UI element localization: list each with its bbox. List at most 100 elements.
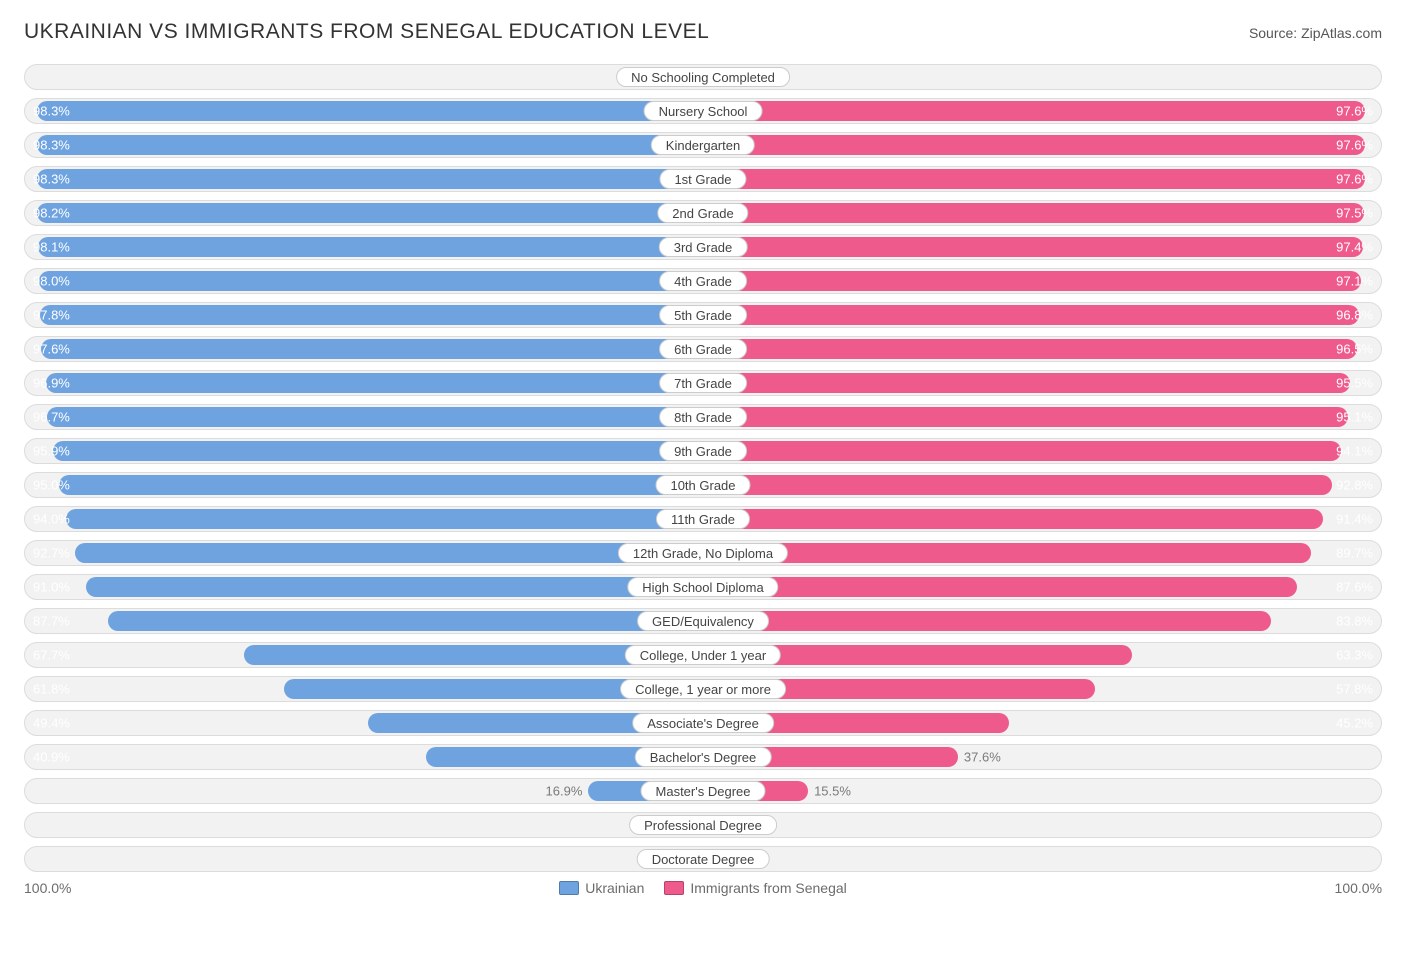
bar-right bbox=[703, 271, 1361, 291]
bar-value-left: 94.0% bbox=[33, 512, 70, 527]
bar-row: 40.9% 37.6% Bachelor's Degree bbox=[24, 744, 1382, 770]
bar-value-right: 83.8% bbox=[1336, 614, 1373, 629]
bar-value-left: 49.4% bbox=[33, 716, 70, 731]
chart-title: UKRAINIAN VS IMMIGRANTS FROM SENEGAL EDU… bbox=[24, 20, 709, 44]
bar-value-left: 98.2% bbox=[33, 206, 70, 221]
bar-row: 92.7%89.7%12th Grade, No Diploma bbox=[24, 540, 1382, 566]
bar-value-left: 87.7% bbox=[33, 614, 70, 629]
bar-value-left: 98.1% bbox=[33, 240, 70, 255]
bar-row: 49.4%45.2%Associate's Degree bbox=[24, 710, 1382, 736]
category-label: 3rd Grade bbox=[659, 237, 748, 257]
bar-row: 98.3%97.6%Kindergarten bbox=[24, 132, 1382, 158]
legend-swatch-left bbox=[559, 881, 579, 895]
legend-item-left: Ukrainian bbox=[559, 880, 644, 896]
legend-swatch-right bbox=[664, 881, 684, 895]
bar-value-right: 63.3% bbox=[1336, 648, 1373, 663]
legend-label-left: Ukrainian bbox=[585, 880, 644, 896]
source-link[interactable]: ZipAtlas.com bbox=[1301, 25, 1382, 41]
category-label: Master's Degree bbox=[641, 781, 766, 801]
bar-left bbox=[53, 441, 703, 461]
bar-value-right: 87.6% bbox=[1336, 580, 1373, 595]
bar-value-right: 95.5% bbox=[1336, 376, 1373, 391]
category-label: Kindergarten bbox=[651, 135, 755, 155]
bar-value-right: 97.5% bbox=[1336, 206, 1373, 221]
bar-row: 98.2% 97.5% 2nd Grade bbox=[24, 200, 1382, 226]
category-label: 4th Grade bbox=[659, 271, 747, 291]
category-label: 8th Grade bbox=[659, 407, 747, 427]
bar-value-left: 98.3% bbox=[33, 172, 70, 187]
bar-right bbox=[703, 407, 1348, 427]
bar-left bbox=[38, 237, 703, 257]
category-label: College, Under 1 year bbox=[625, 645, 781, 665]
bar-value-right: 91.4% bbox=[1336, 512, 1373, 527]
source-label: Source: bbox=[1249, 25, 1297, 41]
bar-left bbox=[46, 373, 703, 393]
bar-row: 98.3%97.6%Nursery School bbox=[24, 98, 1382, 124]
category-label: 9th Grade bbox=[659, 441, 747, 461]
bar-left bbox=[108, 611, 703, 631]
bar-value-left: 96.7% bbox=[33, 410, 70, 425]
bar-value-right: 97.4% bbox=[1336, 240, 1373, 255]
bar-right bbox=[703, 169, 1365, 189]
bar-right bbox=[703, 441, 1341, 461]
bar-right bbox=[703, 237, 1363, 257]
bar-value-right: 45.2% bbox=[1336, 716, 1373, 731]
bar-value-right: 57.8% bbox=[1336, 682, 1373, 697]
bar-value-left: 40.9% bbox=[33, 750, 70, 765]
bar-value-left: 95.0% bbox=[33, 478, 70, 493]
bar-row: 98.0%97.1%4th Grade bbox=[24, 268, 1382, 294]
bar-value-right: 97.6% bbox=[1336, 138, 1373, 153]
category-label: 10th Grade bbox=[655, 475, 750, 495]
bar-row: 96.7% 95.1% 8th Grade bbox=[24, 404, 1382, 430]
bar-value-right: 96.8% bbox=[1336, 308, 1373, 323]
bar-value-left: 16.9% bbox=[546, 784, 583, 799]
bar-left bbox=[59, 475, 703, 495]
category-label: Bachelor's Degree bbox=[635, 747, 772, 767]
bar-row: 97.8% 96.8% 5th Grade bbox=[24, 302, 1382, 328]
category-label: 1st Grade bbox=[659, 169, 746, 189]
bar-right bbox=[703, 305, 1359, 325]
chart-footer: 100.0% Ukrainian Immigrants from Senegal… bbox=[24, 880, 1382, 896]
legend: Ukrainian Immigrants from Senegal bbox=[559, 880, 847, 896]
bar-value-right: 97.6% bbox=[1336, 104, 1373, 119]
bar-right bbox=[703, 577, 1297, 597]
legend-item-right: Immigrants from Senegal bbox=[664, 880, 846, 896]
bar-right bbox=[703, 543, 1311, 563]
category-label: 2nd Grade bbox=[657, 203, 748, 223]
bar-row: 5.1%4.5%Professional Degree bbox=[24, 812, 1382, 838]
category-label: College, 1 year or more bbox=[620, 679, 786, 699]
bar-value-left: 98.3% bbox=[33, 104, 70, 119]
category-label: 12th Grade, No Diploma bbox=[618, 543, 788, 563]
bar-row: 95.9%94.1%9th Grade bbox=[24, 438, 1382, 464]
bar-row: 16.9%15.5%Master's Degree bbox=[24, 778, 1382, 804]
bar-value-right: 97.1% bbox=[1336, 274, 1373, 289]
bar-value-left: 61.8% bbox=[33, 682, 70, 697]
bar-value-left: 92.7% bbox=[33, 546, 70, 561]
bar-row: 94.0% 91.4% 11th Grade bbox=[24, 506, 1382, 532]
category-label: 5th Grade bbox=[659, 305, 747, 325]
bar-row: 91.0%87.6%High School Diploma bbox=[24, 574, 1382, 600]
bar-right bbox=[703, 611, 1271, 631]
bar-right bbox=[703, 339, 1357, 359]
category-label: 7th Grade bbox=[659, 373, 747, 393]
bar-value-right: 97.6% bbox=[1336, 172, 1373, 187]
bar-right bbox=[703, 203, 1364, 223]
bar-left bbox=[37, 135, 703, 155]
bar-value-right: 37.6% bbox=[964, 750, 1001, 765]
bar-right bbox=[703, 101, 1365, 121]
bar-value-left: 67.7% bbox=[33, 648, 70, 663]
category-label: 6th Grade bbox=[659, 339, 747, 359]
bar-right bbox=[703, 475, 1332, 495]
bar-value-right: 95.1% bbox=[1336, 410, 1373, 425]
bar-value-right: 92.8% bbox=[1336, 478, 1373, 493]
bar-row: 61.8% 57.8% College, 1 year or more bbox=[24, 676, 1382, 702]
source-attribution: Source: ZipAtlas.com bbox=[1249, 25, 1382, 41]
bar-row: 96.9%95.5%7th Grade bbox=[24, 370, 1382, 396]
category-label: 11th Grade bbox=[656, 509, 750, 529]
bar-value-left: 97.8% bbox=[33, 308, 70, 323]
legend-label-right: Immigrants from Senegal bbox=[690, 880, 846, 896]
axis-max-right: 100.0% bbox=[1335, 880, 1382, 896]
category-label: No Schooling Completed bbox=[616, 67, 790, 87]
bar-row: 98.1% 97.4% 3rd Grade bbox=[24, 234, 1382, 260]
bar-row: 87.7%83.8%GED/Equivalency bbox=[24, 608, 1382, 634]
